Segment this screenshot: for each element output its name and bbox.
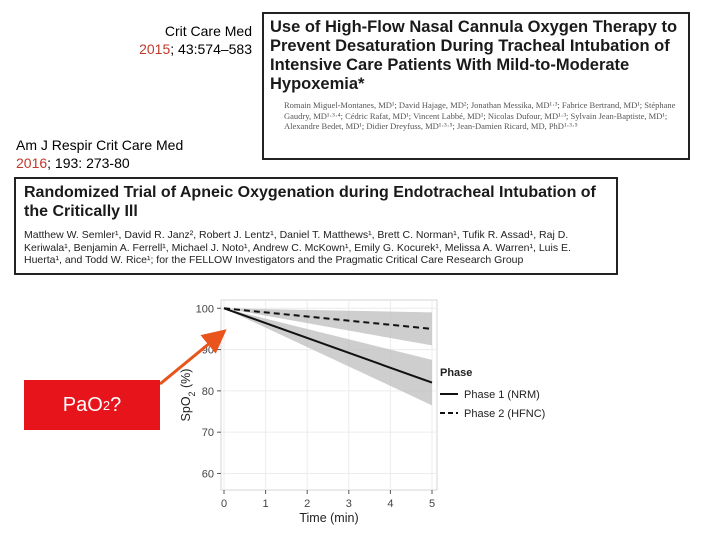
- y-axis-label: SpO2 (%): [179, 369, 197, 422]
- callout-arrow: [159, 329, 227, 386]
- citation-2-details: ; 193: 273-80: [47, 155, 130, 171]
- x-tick-label: 2: [304, 498, 310, 510]
- x-tick-label: 4: [387, 498, 393, 510]
- ci-band-series-2: [224, 308, 432, 346]
- citation-1-year: 2015: [139, 41, 171, 57]
- ci-band-series-1: [224, 308, 432, 406]
- x-tick-label: 1: [263, 498, 269, 510]
- x-axis-label: Time (min): [299, 511, 358, 525]
- citation-2-year: 2016: [16, 155, 48, 171]
- chart-legend: Phase Phase 1 (NRM) Phase 2 (HFNC): [440, 367, 545, 420]
- series-line-1: [223, 307, 433, 384]
- paper-2-title: Randomized Trial of Apneic Oxygenation d…: [24, 184, 596, 220]
- pao2-callout-box: PaO 2?: [24, 380, 160, 430]
- y-tick-label: 70: [202, 427, 214, 439]
- x-axis-ticks: 0 1 2 3 4 5: [221, 490, 435, 510]
- series-line-2: [223, 307, 433, 330]
- y-tick-label: 80: [202, 386, 214, 398]
- y-tick-label: 60: [202, 468, 214, 480]
- paper-1-title: Use of High-Flow Nasal Cannula Oxygen Th…: [270, 18, 678, 93]
- paper-1-header: Use of High-Flow Nasal Cannula Oxygen Th…: [262, 12, 690, 160]
- pao2-text: PaO: [62, 393, 103, 416]
- pao2-question: ?: [110, 393, 122, 416]
- series-lines: [223, 307, 433, 384]
- paper-2-authors: Matthew W. Semler¹, David R. Janz², Robe…: [24, 229, 571, 266]
- citation-2-journal: Am J Respir Crit Care Med: [16, 137, 184, 153]
- y-tick-label: 100: [196, 303, 214, 315]
- pao2-subscript: 2: [102, 397, 111, 413]
- x-tick-label: 3: [346, 498, 352, 510]
- citation-2: Am J Respir Crit Care Med 2016; 193: 273…: [16, 136, 183, 172]
- legend-title: Phase: [440, 367, 472, 379]
- legend-label-2: Phase 2 (HFNC): [464, 408, 545, 420]
- x-tick-label: 0: [221, 498, 227, 510]
- legend-label-1: Phase 1 (NRM): [464, 389, 540, 401]
- paper-2-header: Randomized Trial of Apneic Oxygenation d…: [14, 177, 618, 275]
- citation-1-details: ; 43:574–583: [170, 41, 252, 57]
- confidence-bands: [224, 308, 432, 406]
- paper-1-authors: Romain Miguel-Montanes, MD¹; David Hajag…: [284, 100, 676, 131]
- citation-1-journal: Crit Care Med: [164, 23, 252, 39]
- x-tick-label: 5: [429, 498, 435, 510]
- citation-1: Crit Care Med 2015; 43:574–583: [120, 22, 252, 58]
